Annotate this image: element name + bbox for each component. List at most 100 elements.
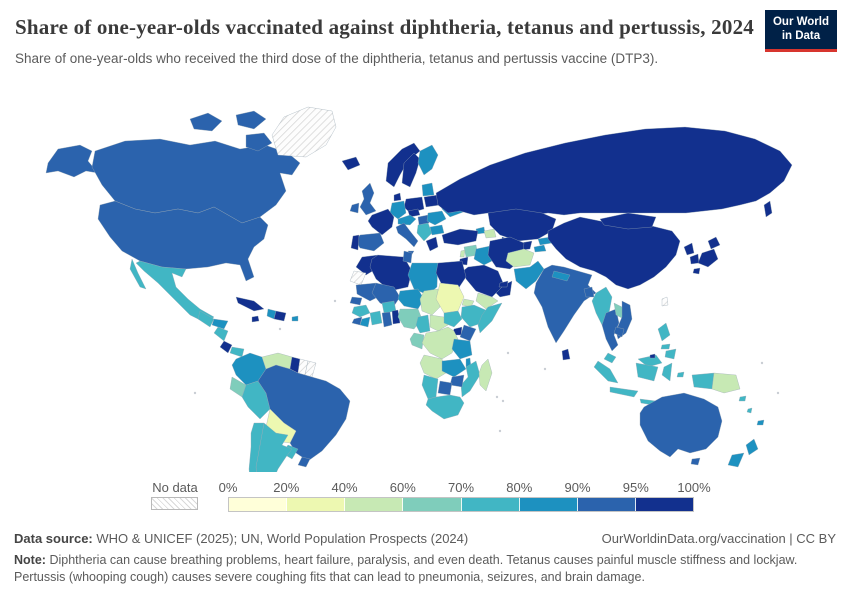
map-region-nigeria[interactable] xyxy=(397,308,423,330)
map-region-spain[interactable] xyxy=(355,232,385,252)
map-region-alaska[interactable] xyxy=(45,144,99,178)
map-region-madagascar[interactable] xyxy=(478,358,493,392)
legend-bin-40-60[interactable] xyxy=(345,498,404,511)
map-region-malaysia-peninsular[interactable] xyxy=(603,352,617,364)
legend-bin-0-20[interactable] xyxy=(229,498,288,511)
map-region-luzon[interactable] xyxy=(657,322,671,342)
map-region-azerbaijan[interactable] xyxy=(483,228,497,239)
map-region-greece[interactable] xyxy=(425,236,439,252)
map-region-jamaica[interactable] xyxy=(251,315,260,323)
map-region-iceland[interactable] xyxy=(341,156,361,171)
map-region-mexico-baja[interactable] xyxy=(129,258,147,290)
map-region-botswana[interactable] xyxy=(437,380,453,396)
map-region-kazakhstan[interactable] xyxy=(487,208,557,242)
map-region-portugal[interactable] xyxy=(350,234,360,251)
map-region-sweden[interactable] xyxy=(401,152,421,188)
map-region-australia[interactable] xyxy=(639,392,723,458)
map-region-canada-island[interactable] xyxy=(189,112,223,132)
map-region-taiwan[interactable] xyxy=(661,296,669,307)
map-region-west-papua[interactable] xyxy=(691,372,715,390)
map-region-central-african-republic[interactable] xyxy=(429,314,449,332)
map-region-togo[interactable] xyxy=(391,309,401,325)
map-region-mindanao[interactable] xyxy=(664,348,677,360)
map-region-austria[interactable] xyxy=(397,214,417,226)
map-region-sri-lanka[interactable] xyxy=(561,348,571,361)
legend-bin-90-95[interactable] xyxy=(577,498,636,511)
map-region-oman[interactable] xyxy=(495,280,513,298)
map-region-sulawesi[interactable] xyxy=(661,362,673,382)
map-region-baltics[interactable] xyxy=(421,182,435,197)
map-region-south-korea[interactable] xyxy=(689,253,700,265)
map-region-congo-gabon[interactable] xyxy=(409,332,425,350)
map-region-argentina[interactable] xyxy=(255,422,293,472)
map-region-senegal[interactable] xyxy=(349,296,363,306)
map-region-new-zealand-north[interactable] xyxy=(745,438,759,456)
map-region-solomon-islands[interactable] xyxy=(738,395,747,402)
map-region-north-korea[interactable] xyxy=(683,242,695,256)
map-region-canada-island[interactable] xyxy=(235,110,267,130)
map-region-russia[interactable] xyxy=(435,126,793,216)
map-region-vanuatu[interactable] xyxy=(746,407,753,414)
map-region-south-africa[interactable] xyxy=(425,394,465,420)
map-region-denmark[interactable] xyxy=(393,192,402,202)
map-region-canada-island[interactable] xyxy=(245,132,273,152)
map-region-uae[interactable] xyxy=(498,280,509,288)
map-region-yemen[interactable] xyxy=(475,292,499,310)
map-region-balkans[interactable] xyxy=(416,222,433,242)
map-region-brunei[interactable] xyxy=(649,353,656,359)
map-region-democratic-republic-of-congo[interactable] xyxy=(421,326,459,360)
map-region-costa-rica[interactable] xyxy=(219,340,233,354)
map-region-sumatra[interactable] xyxy=(593,360,619,384)
map-region-tasmania[interactable] xyxy=(690,457,701,466)
map-region-puerto-rico[interactable] xyxy=(291,315,299,322)
legend-bin-80-90[interactable] xyxy=(519,498,578,511)
map-region-guinea[interactable] xyxy=(351,304,371,318)
map-region-mongolia[interactable] xyxy=(599,212,657,230)
legend-bin-60-70[interactable] xyxy=(403,498,462,511)
map-region-uruguay[interactable] xyxy=(297,456,311,468)
map-region-papua-new-guinea[interactable] xyxy=(711,372,741,394)
map-region-south-sudan[interactable] xyxy=(443,310,463,328)
map-region-romania[interactable] xyxy=(426,210,447,226)
map-region-hungary[interactable] xyxy=(417,214,430,226)
map-region-kalimantan[interactable] xyxy=(635,362,659,382)
map-region-zimbabwe[interactable] xyxy=(449,374,465,388)
map-region-honshu[interactable] xyxy=(697,248,719,268)
map-region-mexico[interactable] xyxy=(135,260,215,324)
map-region-panama[interactable] xyxy=(229,346,245,358)
map-region-bulgaria[interactable] xyxy=(429,224,445,236)
map-region-visayas[interactable] xyxy=(660,343,671,350)
map-region-fiji[interactable] xyxy=(756,419,765,426)
map-region-afghanistan[interactable] xyxy=(505,248,535,268)
map-region-namibia[interactable] xyxy=(421,374,439,400)
map-region-ivory-coast[interactable] xyxy=(369,310,383,326)
map-region-liberia[interactable] xyxy=(359,316,371,328)
map-region-germany[interactable] xyxy=(389,200,407,220)
map-region-italy[interactable] xyxy=(395,222,419,248)
map-region-sudan[interactable] xyxy=(435,282,465,314)
owid-logo[interactable]: Our World in Data xyxy=(764,10,837,52)
map-region-cameroon[interactable] xyxy=(415,314,431,334)
map-region-dominican-republic[interactable] xyxy=(273,310,287,322)
map-region-chad[interactable] xyxy=(419,288,441,316)
map-region-france[interactable] xyxy=(367,208,395,236)
map-region-mozambique[interactable] xyxy=(460,360,481,398)
map-region-somalia[interactable] xyxy=(477,302,503,334)
map-region-bangladesh[interactable] xyxy=(583,286,595,298)
map-region-turkey[interactable] xyxy=(441,228,479,246)
map-region-czechia[interactable] xyxy=(407,208,421,218)
map-region-zambia[interactable] xyxy=(441,358,467,378)
map-region-cambodia[interactable] xyxy=(613,326,625,338)
map-region-lebanon[interactable] xyxy=(459,249,466,258)
attribution-link[interactable]: OurWorldinData.org/vaccination | CC BY xyxy=(601,531,836,546)
legend-bin-20-40[interactable] xyxy=(287,498,346,511)
map-region-honduras[interactable] xyxy=(211,318,229,330)
map-region-java[interactable] xyxy=(609,386,639,398)
map-region-hokkaido[interactable] xyxy=(707,236,721,250)
map-region-guatemala[interactable] xyxy=(197,310,215,328)
map-region-ireland[interactable] xyxy=(349,202,360,214)
map-region-western-sahara[interactable] xyxy=(349,270,367,286)
map-region-pakistan[interactable] xyxy=(513,260,545,290)
legend-bin-95-100[interactable] xyxy=(635,498,693,511)
map-region-united-kingdom[interactable] xyxy=(359,182,377,216)
